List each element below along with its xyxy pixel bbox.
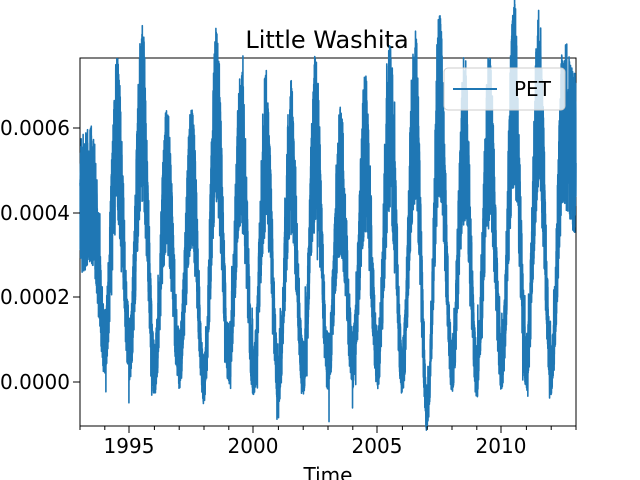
legend-frame (443, 67, 566, 111)
y-axis: 0.0000 0.0002 0.0004 0.0006 (0, 116, 80, 394)
legend: PET (443, 67, 566, 111)
pet-series-group (79, 0, 577, 431)
y-tick-label-3: 0.0006 (0, 116, 70, 140)
x-tick-2: 2005 (352, 426, 403, 458)
x-tick-0: 1995 (104, 426, 155, 458)
chart-title: Little Washita (245, 26, 408, 54)
pet-series-line (79, 0, 577, 431)
y-tick-3: 0.0006 (0, 116, 80, 140)
y-tick-0: 0.0000 (0, 370, 80, 394)
y-tick-label-2: 0.0004 (0, 201, 70, 225)
y-tick-label-1: 0.0002 (0, 285, 70, 309)
x-tick-label-0: 1995 (104, 434, 155, 458)
x-axis-label: Time (303, 463, 353, 480)
x-tick-3: 2010 (476, 426, 527, 458)
legend-label-pet: PET (514, 77, 552, 101)
x-tick-1: 2000 (228, 426, 279, 458)
y-tick-1: 0.0002 (0, 285, 80, 309)
x-tick-label-1: 2000 (228, 434, 279, 458)
x-minor-ticks (79, 426, 577, 430)
x-tick-label-3: 2010 (476, 434, 527, 458)
x-axis: 1995 2000 2005 2010 (104, 426, 527, 458)
plot-area (79, 0, 577, 431)
y-tick-2: 0.0004 (0, 201, 80, 225)
y-tick-label-0: 0.0000 (0, 370, 70, 394)
x-tick-label-2: 2005 (352, 434, 403, 458)
